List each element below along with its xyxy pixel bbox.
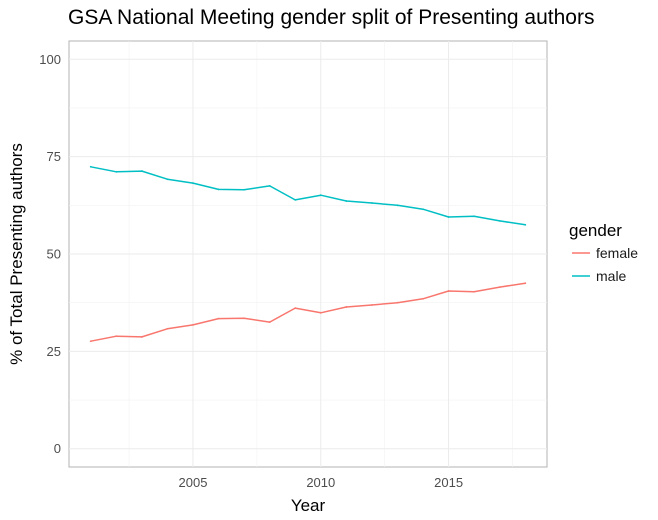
data-point-male	[498, 220, 501, 222]
x-tick-label: 2005	[179, 475, 208, 490]
major-gridlines	[69, 41, 547, 467]
data-point-female	[473, 290, 476, 293]
y-tick-label: 100	[39, 52, 61, 67]
data-point-female	[217, 317, 220, 320]
data-point-male	[422, 208, 424, 211]
data-point-female	[268, 321, 271, 324]
data-point-male	[319, 194, 322, 197]
y-tick-label: 0	[54, 441, 61, 456]
data-point-male	[166, 178, 169, 181]
data-point-male	[524, 223, 527, 226]
y-tick-label: 25	[47, 344, 61, 359]
data-point-female	[422, 297, 424, 300]
series-lines	[89, 165, 527, 343]
legend-title: gender	[569, 221, 622, 240]
data-point-female	[89, 340, 92, 343]
legend: gender female male	[569, 221, 638, 284]
series-line-male	[90, 166, 526, 226]
data-point-male	[140, 170, 143, 172]
data-point-female	[166, 327, 169, 330]
data-point-male	[473, 215, 476, 218]
y-axis-title: % of Total Presenting authors	[7, 143, 26, 365]
x-axis-title: Year	[291, 496, 326, 515]
legend-label-male: male	[596, 268, 627, 284]
data-point-female	[243, 317, 245, 320]
legend-label-female: female	[596, 245, 638, 261]
data-point-female	[396, 301, 399, 304]
data-point-male	[89, 165, 92, 168]
y-tick-label: 75	[47, 149, 61, 164]
data-point-female	[524, 282, 527, 285]
data-point-male	[396, 204, 399, 207]
data-point-female	[447, 290, 450, 292]
y-tick-label: 50	[47, 247, 61, 262]
data-point-male	[192, 182, 194, 185]
data-point-female	[345, 306, 348, 308]
data-point-male	[447, 216, 450, 218]
data-point-female	[192, 323, 194, 326]
y-axis-ticks: 0 25 50 75 100	[39, 52, 61, 456]
data-point-male	[268, 184, 271, 187]
data-point-male	[217, 188, 220, 191]
data-point-female	[115, 335, 118, 338]
data-point-female	[140, 336, 143, 338]
data-point-female	[294, 307, 297, 310]
chart-title: GSA National Meeting gender split of Pre…	[68, 6, 595, 29]
data-point-male	[371, 202, 373, 204]
data-point-male	[115, 170, 118, 173]
data-point-male	[294, 198, 297, 201]
x-axis-ticks: 2005 2010 2015	[179, 475, 464, 490]
series-line-female	[90, 282, 526, 342]
data-point-female	[498, 286, 501, 288]
x-tick-label: 2010	[306, 475, 335, 490]
data-point-male	[243, 188, 245, 191]
x-tick-label: 2015	[434, 475, 463, 490]
data-point-female	[371, 304, 373, 306]
data-point-male	[345, 200, 348, 202]
data-point-female	[319, 311, 322, 314]
